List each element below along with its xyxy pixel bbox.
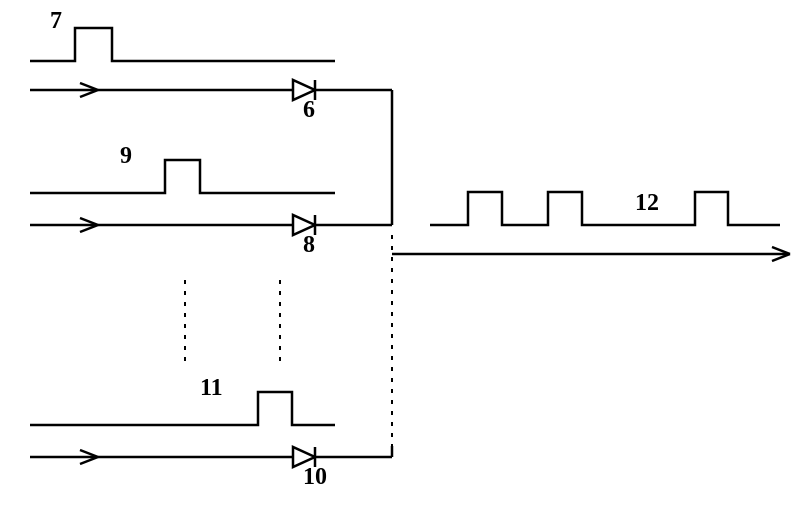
pulse-p11	[30, 392, 335, 425]
pulse-p7	[30, 28, 335, 61]
label-10: 10	[303, 464, 327, 491]
timing-diagram	[0, 0, 800, 510]
output-pulse-train	[430, 192, 780, 225]
label-8: 8	[303, 232, 315, 259]
label-7: 7	[50, 8, 62, 35]
label-9: 9	[120, 143, 132, 170]
pulse-p9	[30, 160, 335, 193]
label-12: 12	[635, 190, 659, 217]
label-6: 6	[303, 97, 315, 124]
label-11: 11	[200, 375, 223, 402]
